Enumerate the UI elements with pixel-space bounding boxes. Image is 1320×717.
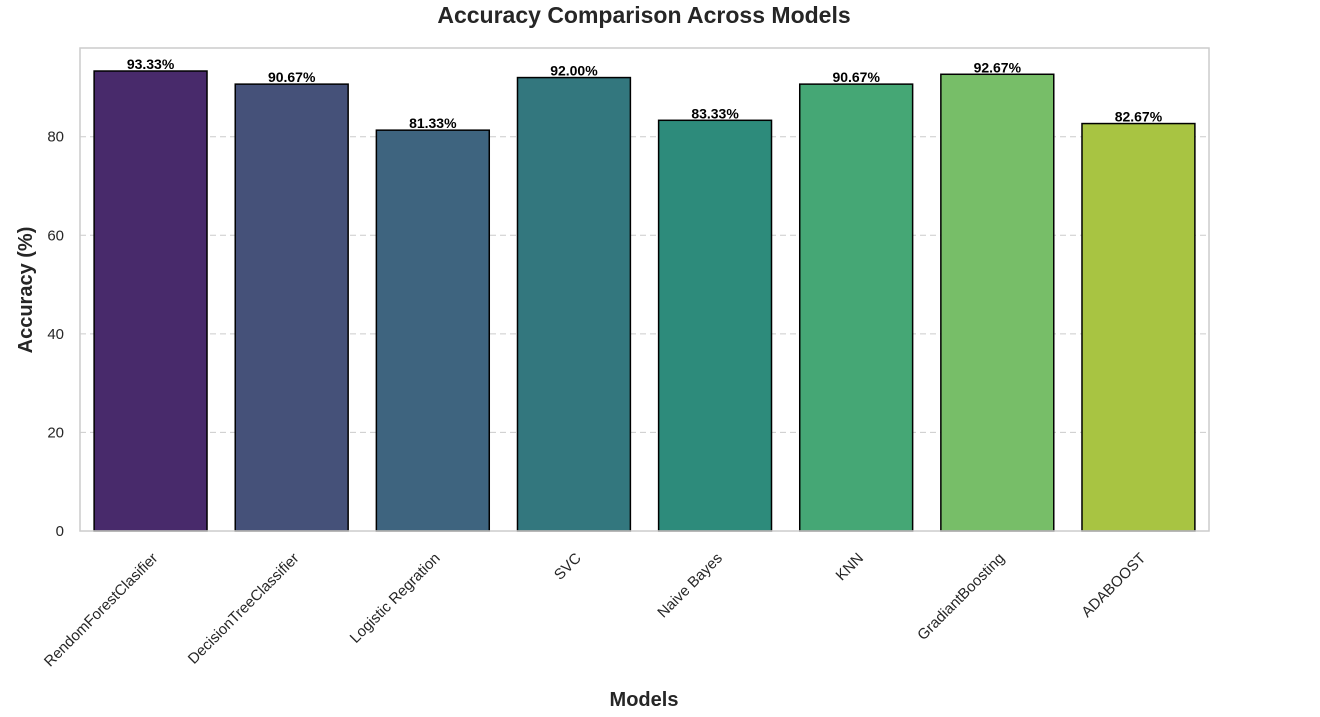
data-label: 93.33% [127, 56, 175, 72]
y-tick-label: 20 [47, 424, 64, 441]
x-tick-label: ADABOOST [1078, 550, 1149, 621]
data-label: 90.67% [832, 69, 880, 85]
x-tick-label: GradiantBoosting [914, 550, 1008, 644]
bar [375, 129, 491, 532]
y-tick-label: 0 [56, 523, 64, 540]
x-tick-label: Logistic Regration [347, 550, 444, 647]
x-axis-label: Models [610, 689, 679, 711]
bar [798, 83, 914, 532]
bar [93, 70, 208, 532]
x-axis-ticks: RendomForestClasifier DecisionTreeClassif… [41, 550, 1149, 671]
bar [234, 83, 349, 532]
y-axis-label: Accuracy (%) [15, 227, 37, 354]
x-tick-label: RendomForestClasifier [41, 550, 161, 670]
data-label: 90.67% [268, 69, 316, 85]
x-tick-label: Naive Bayes [654, 550, 726, 622]
data-label: 82.67% [1115, 109, 1163, 125]
data-label: 92.00% [550, 63, 598, 79]
y-axis-ticks: 0 20 40 60 80 [47, 129, 64, 540]
bar [940, 73, 1055, 532]
bar [516, 76, 632, 532]
data-label: 83.33% [691, 105, 739, 121]
data-labels: 93.33% 90.67% 81.33% 92.00% 83.33% 90.67% 92.6… [127, 56, 1163, 131]
x-tick-label: SVC [551, 550, 585, 584]
y-tick-label: 80 [47, 129, 64, 146]
y-tick-label: 60 [47, 227, 64, 244]
x-tick-label: DecisionTreeClassifier [185, 550, 303, 668]
x-tick-label: KNN [833, 550, 867, 584]
chart-title: Accuracy Comparison Across Models [437, 2, 850, 28]
data-label: 81.33% [409, 115, 457, 131]
bars [93, 70, 1196, 532]
bar [1081, 122, 1196, 532]
y-tick-label: 40 [47, 326, 64, 343]
bar [657, 119, 773, 532]
plot-frame [79, 47, 1210, 532]
data-label: 92.67% [974, 59, 1022, 75]
